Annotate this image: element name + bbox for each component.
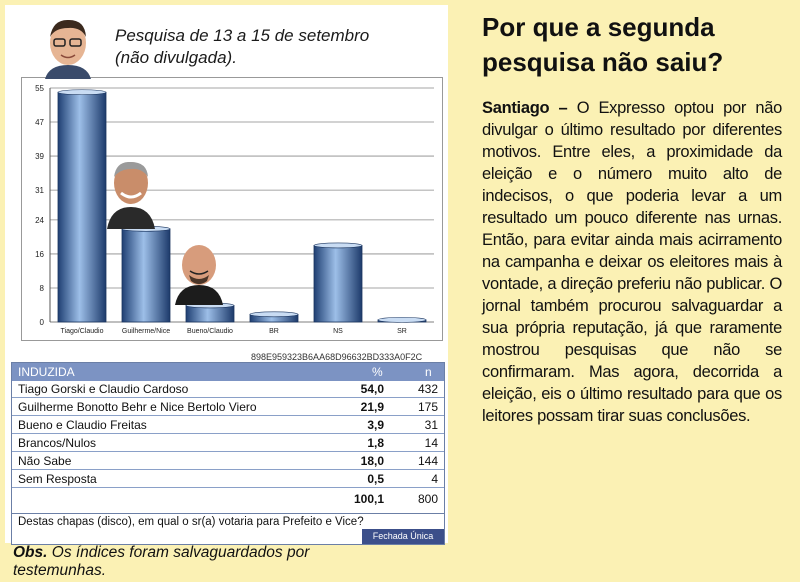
row-pct: 54,0 [360,382,384,396]
row-n: 175 [417,400,438,414]
row-n: 432 [417,382,438,396]
x-tick-label: BR [269,328,279,335]
chart-note-line2: (não divulgada). [115,48,237,67]
row-label: Bueno e Claudio Freitas [18,418,147,432]
row-label: Guilherme Bonotto Behr e Nice Bertolo Vi… [18,400,257,414]
table-total-row: 100,1 800 [12,491,444,507]
table-row: Sem Resposta 0,5 4 [12,471,444,488]
row-pct: 21,9 [360,400,384,414]
row-pct: 3,9 [367,418,384,432]
bar-cap [377,317,427,323]
row-label: Sem Resposta [18,472,97,486]
table-row: Não Sabe 18,0 144 [12,453,444,470]
question-text: Destas chapas (disco), em qual o sr(a) v… [18,516,364,528]
total-n: 800 [417,492,438,506]
total-pct: 100,1 [353,492,384,506]
pct-header: % [372,365,383,379]
bar-cap [313,242,363,249]
row-n: 31 [424,418,438,432]
article-text: O Expresso optou por não divulgar o últi… [482,99,783,425]
x-tick-label: Tiago/Claudio [61,328,104,335]
chart-note-line1: Pesquisa de 13 a 15 de setembro [115,26,370,45]
table-row: Bueno e Claudio Freitas 3,9 31 [12,417,444,434]
y-tick-label: 24 [35,216,44,225]
candidate-photo-guilherme [107,161,155,229]
row-n: 4 [431,472,438,486]
row-pct: 0,5 [367,472,384,486]
obs-text: Os índices foram salvaguardados por test… [13,544,310,579]
y-tick-label: 8 [40,284,45,293]
row-n: 14 [424,436,438,450]
bar-cap [249,311,299,318]
x-tick-label: SR [397,328,407,335]
row-pct: 1,8 [367,436,384,450]
row-label: Tiago Gorski e Claudio Cardoso [18,382,189,396]
x-tick-label: NS [333,328,343,335]
table-row: Brancos/Nulos 1,8 14 [12,435,444,452]
bar-chart: 0 8 16 24 31 39 47 55 Tiago/Claudio Guilherme/Nic… [21,77,443,341]
x-tick-label: Bueno/Claudio [187,328,233,335]
row-n: 144 [417,454,438,468]
obs-label: Obs. [13,544,48,561]
table-title: INDUZIDA [18,365,75,379]
bar [57,91,107,323]
bar [121,228,171,323]
bar-chart-svg: 0 8 16 24 31 39 47 55 Tiago/Claudio Guilherme/Nic… [35,84,434,335]
y-tick-label: 39 [35,152,44,161]
table-header: INDUZIDA % n [12,363,444,381]
y-tick-label: 0 [40,318,45,327]
row-label: Brancos/Nulos [18,436,97,450]
row-label: Não Sabe [18,454,72,468]
y-tick-label: 55 [35,84,44,93]
x-tick-label: Guilherme/Nice [122,328,170,335]
article-title: Por que a segunda pesquisa não saiu? [482,12,724,77]
table-row: Guilherme Bonotto Behr e Nice Bertolo Vi… [12,399,444,416]
chart-code: 898E959323B6AA68D96632BD333A0F2C [251,352,423,362]
bar [313,245,363,323]
y-tick-label: 47 [35,118,44,127]
article-body: Santiago – O Expresso optou por não divu… [482,97,782,427]
chart-note: Pesquisa de 13 a 15 de setembro (não div… [115,25,415,69]
table-footer-badge: Fechada Única [362,529,444,544]
candidate-photo-bueno [175,245,223,305]
candidate-photo-tiago [45,19,91,79]
table-row: Tiago Gorski e Claudio Cardoso 54,0 432 [12,381,444,398]
results-table: INDUZIDA % n Tiago Gorski e Claudio Card… [11,362,445,545]
n-header: n [425,365,432,379]
bar-cap [57,89,107,96]
y-tick-label: 31 [35,186,44,195]
article-lead: Santiago – [482,99,568,117]
row-pct: 18,0 [360,454,384,468]
y-tick-label: 16 [35,250,44,259]
table-question: Destas chapas (disco), em qual o sr(a) v… [12,513,444,530]
poll-panel: Pesquisa de 13 a 15 de setembro (não div… [5,5,448,545]
obs-note: Obs. Os índices foram salvaguardados por… [13,544,313,580]
